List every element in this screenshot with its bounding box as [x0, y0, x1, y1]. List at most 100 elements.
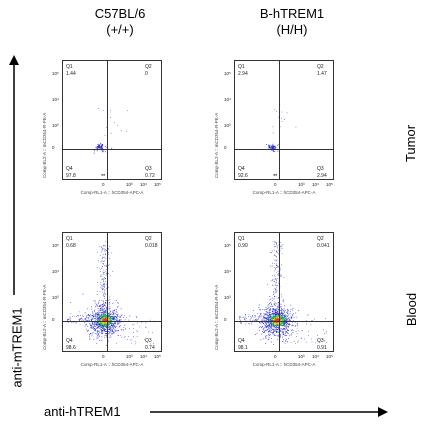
event-dot: [93, 314, 95, 316]
event-dot: [100, 317, 102, 319]
event-dot: [270, 317, 272, 319]
quadrant-gate-horizontal: [235, 149, 333, 150]
event-dot: [270, 309, 272, 311]
event-dot: [105, 302, 106, 303]
event-dot: [275, 289, 277, 291]
event-dot: [84, 322, 85, 324]
event-dot: [91, 334, 93, 336]
event-dot: [97, 318, 99, 320]
event-dot: [95, 312, 97, 314]
event-dot: [272, 280, 273, 282]
event-dot: [250, 323, 252, 325]
event-dot: [274, 275, 276, 277]
event-dot: [286, 321, 288, 323]
event-dot: [97, 108, 99, 109]
event-dot: [276, 252, 278, 253]
event-dot: [290, 341, 292, 343]
event-dot: [245, 313, 246, 315]
event-dot: [99, 323, 100, 325]
event-dot: [105, 335, 107, 336]
event-dot: [120, 335, 122, 336]
event-dot: [267, 338, 269, 340]
x-tick-label: 10⁴: [312, 182, 319, 187]
flow-scatter-plot: Q1 0.68 Q2 0.018 Q3 0.74 Q4 98.6: [62, 232, 162, 352]
event-dot: [276, 290, 278, 292]
event-dot: [96, 313, 98, 315]
event-dot: [103, 328, 105, 329]
event-dot: [281, 319, 283, 321]
event-dot: [307, 314, 309, 316]
event-dot: [108, 319, 110, 321]
event-dot: [265, 329, 267, 331]
event-dot: [240, 316, 241, 318]
event-dot: [110, 319, 112, 321]
event-dot: [284, 330, 286, 332]
event-dot: [255, 318, 257, 320]
event-dot: [270, 330, 272, 332]
event-dot: [274, 146, 276, 148]
event-dot: [105, 306, 107, 307]
event-dot: [277, 317, 279, 319]
event-dot: [261, 333, 263, 335]
event-dot: [284, 317, 286, 319]
event-dot: [97, 318, 99, 319]
event-dot: [290, 304, 292, 306]
event-dot: [281, 253, 283, 255]
event-dot: [114, 326, 116, 328]
quadrant-label-q4: Q4: [238, 166, 245, 172]
event-dot: [113, 319, 115, 321]
event-dot: [103, 322, 105, 324]
event-dot: [238, 317, 240, 318]
event-dot: [275, 327, 277, 329]
event-dot: [83, 315, 84, 317]
event-dot: [277, 282, 279, 284]
event-dot: [94, 323, 96, 325]
event-dot: [100, 286, 102, 288]
event-dot: [245, 320, 247, 322]
quadrant-label-q2: Q2: [145, 64, 152, 70]
event-dot: [123, 330, 125, 332]
event-dot: [114, 310, 115, 312]
event-dot: [273, 325, 275, 327]
event-dot: [105, 309, 107, 311]
event-dot: [281, 306, 283, 308]
event-dot: [265, 326, 267, 328]
event-dot: [93, 318, 95, 320]
event-dot: [126, 339, 128, 340]
event-dot: [282, 341, 283, 342]
event-dot: [94, 310, 96, 312]
event-dot: [135, 343, 136, 345]
event-dot: [105, 258, 107, 260]
event-dot: [115, 327, 116, 329]
event-dot: [250, 322, 252, 324]
y-tick-label: 0: [52, 145, 55, 150]
event-dot: [276, 111, 277, 113]
event-dot: [286, 319, 288, 320]
event-dot: [286, 316, 288, 317]
event-dot: [135, 341, 137, 343]
event-dot: [280, 246, 281, 248]
event-dot: [67, 319, 69, 321]
event-dot: [96, 319, 97, 321]
event-dot: [268, 145, 270, 147]
event-dot: [274, 240, 276, 242]
event-dot: [266, 314, 268, 316]
x-tick-label: 10³: [298, 182, 305, 187]
event-dot: [286, 310, 288, 312]
event-dot: [99, 328, 101, 330]
event-dot: [124, 336, 126, 337]
event-dot: [109, 306, 111, 308]
event-dot: [97, 304, 99, 306]
event-dot: [286, 332, 288, 333]
event-dot: [102, 311, 104, 313]
event-dot: [277, 325, 279, 327]
event-dot: [101, 331, 103, 333]
event-dot: [280, 274, 282, 276]
event-dot: [254, 318, 256, 320]
event-dot: [105, 325, 107, 327]
event-dot: [281, 322, 283, 324]
event-dot: [110, 110, 111, 112]
event-dot: [282, 334, 284, 336]
event-dot: [257, 319, 259, 321]
event-dot: [103, 247, 105, 249]
